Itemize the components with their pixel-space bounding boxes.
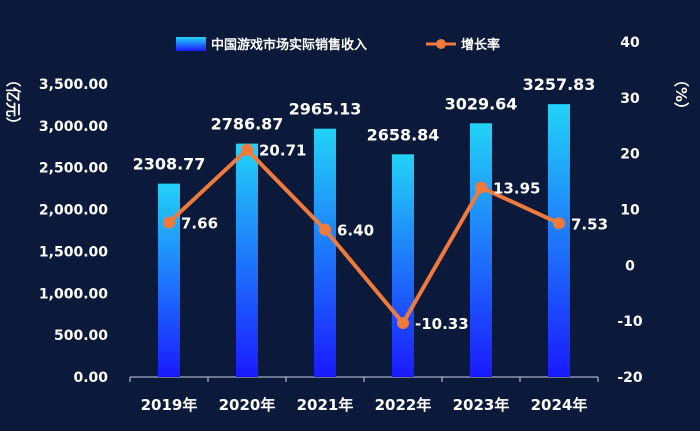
y-left-tick-label: 500.00	[54, 328, 108, 344]
y-left-tick-label: 0.00	[73, 370, 108, 386]
bar-value-label: 3029.64	[445, 94, 518, 113]
y-left-tick-label: 3,000.00	[39, 119, 108, 135]
y-right-tick-label: 30	[620, 91, 640, 107]
growth-rate-point	[397, 317, 409, 330]
bar-value-label: 3257.83	[523, 75, 596, 94]
legend-line-label: 增长率	[461, 37, 500, 53]
growth-rate-label: 20.71	[259, 142, 306, 160]
bar	[314, 128, 336, 377]
axes: 0.00 500.00 1,000.00 1,500.00 2,000.00 2,500.…	[39, 35, 643, 414]
y-right-tick-label: -20	[617, 370, 643, 386]
data-labels: 2308.77 2786.87 2965.13 2658.84 3029.64 3257.…	[133, 75, 608, 333]
growth-rate-point	[475, 181, 487, 194]
y-left-tick-label: 2,000.00	[39, 203, 108, 219]
bar	[392, 154, 414, 377]
y-right-tick-label: 10	[620, 203, 640, 219]
y-left-unit: （亿元）	[4, 72, 22, 132]
x-axis-category-label: 2024年	[531, 396, 588, 414]
y-left-tick-label: 1,000.00	[39, 286, 108, 302]
legend: 中国游戏市场实际销售收入 增长率	[176, 37, 500, 53]
x-axis-category-label: 2019年	[141, 396, 198, 414]
growth-rate-point	[553, 217, 565, 230]
bar	[548, 104, 570, 377]
growth-rate-label: 7.66	[181, 215, 218, 233]
growth-rate-line	[167, 147, 560, 326]
bar	[470, 123, 492, 378]
growth-rate-point	[319, 223, 331, 236]
bar-value-label: 2965.13	[289, 100, 362, 119]
bar-value-label: 2786.87	[211, 115, 284, 134]
growth-rate-label: 7.53	[571, 215, 608, 233]
legend-line-marker	[436, 39, 446, 49]
line-series	[163, 143, 565, 330]
x-axis-category-label: 2023年	[453, 396, 510, 414]
y-right-unit: （%）	[672, 72, 690, 117]
x-axis-category-label: 2020年	[219, 396, 276, 414]
y-right-tick-label: 40	[620, 35, 640, 51]
x-axis-category-label: 2022年	[375, 396, 432, 414]
bar-value-label: 2658.84	[367, 125, 440, 144]
bar-value-label: 2308.77	[133, 155, 206, 174]
y-right-tick-label: -10	[617, 314, 643, 330]
bar	[236, 143, 258, 377]
bar	[158, 183, 180, 377]
growth-rate-label: -10.33	[415, 315, 469, 333]
growth-rate-point	[163, 216, 175, 229]
y-left-tick-label: 1,500.00	[39, 244, 108, 260]
bar-series	[158, 104, 570, 378]
growth-rate-label: 13.95	[493, 179, 540, 197]
growth-rate-label: 6.40	[337, 222, 374, 240]
y-left-tick-label: 3,500.00	[39, 77, 108, 93]
x-axis-category-label: 2021年	[297, 396, 354, 414]
y-right-tick-label: 0	[625, 258, 635, 274]
y-right-tick-label: 20	[620, 147, 640, 163]
y-left-tick-label: 2,500.00	[39, 161, 108, 177]
legend-bar-swatch	[176, 37, 206, 51]
growth-rate-point	[241, 143, 253, 156]
legend-bar-label: 中国游戏市场实际销售收入	[211, 37, 367, 53]
